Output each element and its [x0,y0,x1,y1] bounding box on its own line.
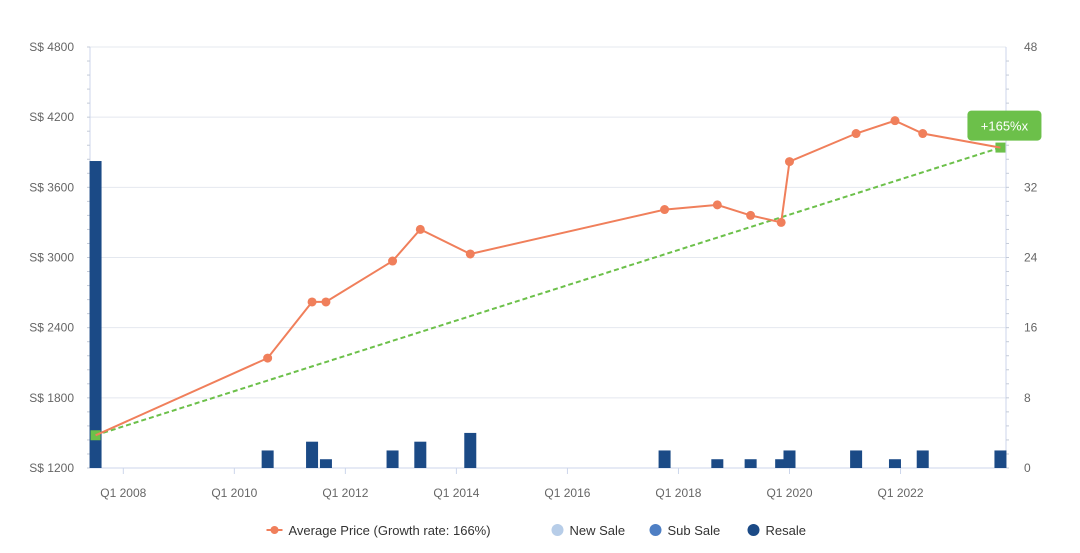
resale-bar [306,441,319,468]
resale-bars [89,161,1007,469]
y-left-tick-label: S$ 1200 [29,461,74,475]
y-left-tick-label: S$ 2400 [29,321,74,335]
average-price-point [465,249,475,259]
y-right-tick-label: 48 [1024,40,1038,54]
legend-item[interactable]: Sub Sale [649,523,721,538]
legend-item[interactable]: New Sale [551,523,626,538]
y-right-tick-label: 0 [1024,461,1031,475]
trend-line-path [95,146,1001,437]
resale-bar [916,450,929,468]
resale-bar [888,459,901,468]
trend-line [90,142,1006,441]
y-right-tick-label: 24 [1024,251,1038,265]
y-left-tick-label: S$ 3000 [29,251,74,265]
grid-lines [90,46,1006,399]
average-price-point [263,353,273,363]
y-right-tick-label: 16 [1024,321,1038,335]
average-price-point [851,129,861,139]
legend-label: New Sale [570,523,626,538]
legend-marker [747,524,760,536]
resale-bar [261,450,274,468]
resale-bar [414,441,427,468]
legend-label: Sub Sale [668,523,721,538]
tick-labels: S$ 1200 S$ 1800 S$ 2400 S$ 3000 S$ 3600 S$ 42… [29,40,1037,500]
x-tick-label: Q1 2020 [766,486,812,500]
resale-bar [994,450,1007,468]
y-left-tick-label: S$ 4800 [29,40,74,54]
growth-badge-bg [967,110,1042,141]
x-tick-label: Q1 2012 [322,486,368,500]
average-price-point [660,205,670,215]
average-price-point [890,116,900,126]
average-price-point [746,210,756,220]
resale-bar [464,432,477,468]
x-tick-label: Q1 2008 [100,486,146,500]
y-left-tick-label: S$ 4200 [29,110,74,124]
resale-bar [89,161,102,469]
legend-label: Average Price (Growth rate: 166%) [289,523,491,538]
resale-bar [744,459,757,468]
x-tick-label: Q1 2016 [544,486,590,500]
y-right-tick-label: 32 [1024,180,1038,194]
resale-bar [850,450,863,468]
y-left-tick-label: S$ 3600 [29,180,74,194]
growth-badge: +165%x [967,110,1042,141]
resale-bar [386,450,399,468]
resale-bar [783,450,796,468]
legend-marker [649,524,662,536]
trend-marker [995,142,1006,153]
axes [87,46,1009,474]
resale-bar [319,459,332,468]
resale-bar [711,459,724,468]
average-price-point [784,157,794,167]
growth-badge-label: +165%x [981,119,1029,134]
x-tick-label: Q1 2018 [655,486,701,500]
average-price-point [321,297,331,307]
trend-marker [90,430,101,441]
y-left-tick-label: S$ 1800 [29,391,74,405]
average-price-point [776,217,786,227]
legend-item[interactable]: Resale [747,523,806,538]
legend-item[interactable]: Average Price (Growth rate: 166%) [266,523,491,538]
legend-label: Resale [766,523,806,538]
average-price-path [95,119,1001,437]
average-price-point [307,297,317,307]
x-tick-label: Q1 2022 [877,486,923,500]
average-price-point [388,256,398,266]
x-tick-label: Q1 2010 [211,486,257,500]
legend[interactable]: Average Price (Growth rate: 166%) New Sal… [266,523,806,538]
legend-marker [270,526,279,534]
y-right-tick-label: 8 [1024,391,1031,405]
average-price-point [415,224,425,234]
average-price-point [918,129,928,139]
resale-bar [658,450,671,468]
x-tick-label: Q1 2014 [433,486,479,500]
resale-bar [775,459,788,468]
average-price-line [95,116,1001,437]
legend-marker [551,524,564,536]
average-price-point [712,200,722,210]
